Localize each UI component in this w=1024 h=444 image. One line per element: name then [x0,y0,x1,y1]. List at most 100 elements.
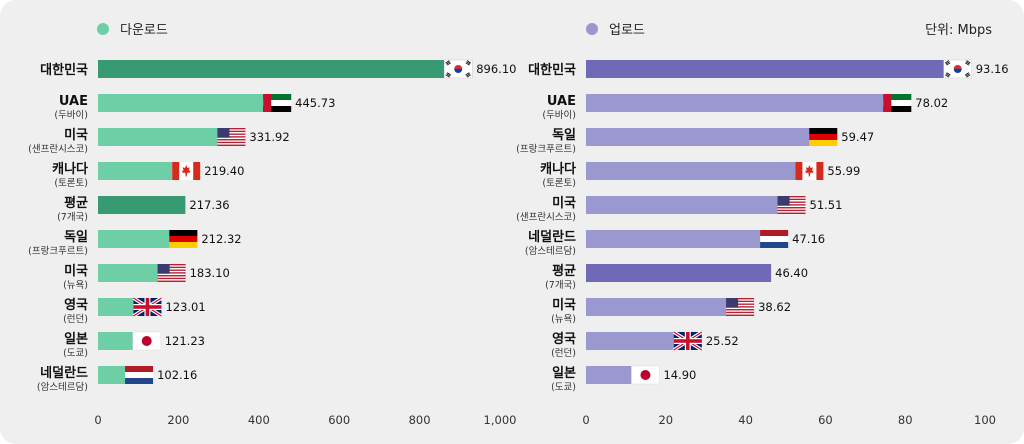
bar-label: 대한민국 [528,62,576,78]
x-tick-label: 100 [974,413,996,427]
bar-label: UAE [59,94,88,109]
data-label: 102.16 [157,368,197,382]
bar-sublabel: (두바이) [54,110,88,121]
bar [586,366,646,384]
nl-flag-icon [125,366,154,384]
bar-label: 일본 [64,332,88,347]
de-flag-icon [809,128,838,146]
bar-sublabel: (토론토) [54,178,88,189]
data-label: 25.52 [706,334,739,348]
bar [98,162,187,180]
bar-sublabel: (샌프란시스코) [28,143,88,155]
bar [586,94,898,112]
legend-label: 업로드 [609,23,645,38]
kr-flag-icon [943,59,972,79]
bar-sublabel: (런던) [551,348,576,359]
data-label: 47.16 [792,232,825,246]
ca-flag-icon [795,162,824,180]
data-label: 183.10 [190,266,230,280]
legend-label: 다운로드 [120,23,168,38]
x-tick-label: 200 [167,413,189,427]
us-flag-icon [777,196,806,214]
legend-swatch [586,23,598,35]
bar-label: 독일 [552,128,576,143]
uk-flag-icon [672,330,703,352]
data-label: 219.40 [204,164,244,178]
bar-label: 독일 [64,230,88,245]
bar [586,162,810,180]
us-flag-icon [217,128,246,146]
kr-flag-icon [443,59,473,79]
bar-label: 미국 [64,127,88,143]
data-label: 59.47 [841,130,874,144]
x-tick-label: 0 [582,413,589,427]
bar-sublabel: (암스테르담) [37,381,88,393]
data-label: 93.16 [976,62,1009,76]
bar [98,60,459,78]
bar [98,230,184,248]
data-label: 51.51 [810,198,843,212]
bar-label: 영국 [64,298,88,313]
data-label: 217.36 [189,198,229,212]
us-flag-icon [726,298,755,316]
bar-sublabel: (토론토) [542,178,576,189]
us-flag-icon [157,264,186,282]
data-label: 14.90 [663,368,696,382]
nl-flag-icon [760,230,789,248]
bar [98,94,278,112]
jp-flag-icon [631,365,660,385]
bar-sublabel: (프랑크푸르트) [516,143,576,155]
bar-label: 미국 [64,263,88,279]
x-tick-label: 60 [818,413,833,427]
bar-label: 미국 [552,297,576,313]
x-tick-label: 400 [248,413,270,427]
bar [586,196,792,214]
bar-sublabel: (7개국) [57,212,88,223]
data-label: 445.73 [295,96,335,110]
x-tick-label: 40 [738,413,753,427]
bar-label: 네덜란드 [40,365,88,381]
data-label: 331.92 [249,130,289,144]
unit-label: 단위: Mbps [925,23,992,38]
bar [98,128,232,146]
x-tick-label: 20 [658,413,673,427]
bar [586,332,688,350]
bar-sublabel: (암스테르담) [525,245,576,257]
legend-swatch [97,23,109,35]
data-label: 121.23 [165,334,205,348]
x-tick-label: 80 [898,413,913,427]
bar-sublabel: (7개국) [545,280,576,291]
bar [98,264,172,282]
bar-label: 영국 [552,332,576,347]
data-label: 896.10 [476,62,516,76]
bar-sublabel: (프랑크푸르트) [28,245,88,257]
bar-sublabel: (뉴욕) [63,280,88,291]
ae-flag-icon [883,94,912,112]
bar-label: 평균 [64,195,88,211]
bar [586,264,772,282]
uk-flag-icon [132,296,163,318]
data-label: 46.40 [775,266,808,280]
bar [586,60,958,78]
bar-label: 일본 [552,366,576,381]
bar [586,230,775,248]
bar-sublabel: (뉴욕) [551,314,576,325]
bar-label: UAE [547,94,576,109]
download-chart: 다운로드 0 200 400 600 800 1,000 대한민국 896.10 UAE(두바이)… [28,23,516,427]
jp-flag-icon [132,331,161,351]
bar-label: 미국 [552,195,576,211]
data-label: 38.62 [758,300,791,314]
ca-flag-icon [172,162,201,180]
bar [586,298,741,316]
x-tick-label: 600 [328,413,350,427]
bar-sublabel: (도쿄) [63,348,88,359]
bar-sublabel: (샌프란시스코) [516,211,576,223]
ae-flag-icon [263,94,292,112]
bar-label: 네덜란드 [528,229,576,245]
x-tick-label: 800 [409,413,431,427]
x-tick-label: 0 [94,413,101,427]
data-label: 78.02 [915,96,948,110]
